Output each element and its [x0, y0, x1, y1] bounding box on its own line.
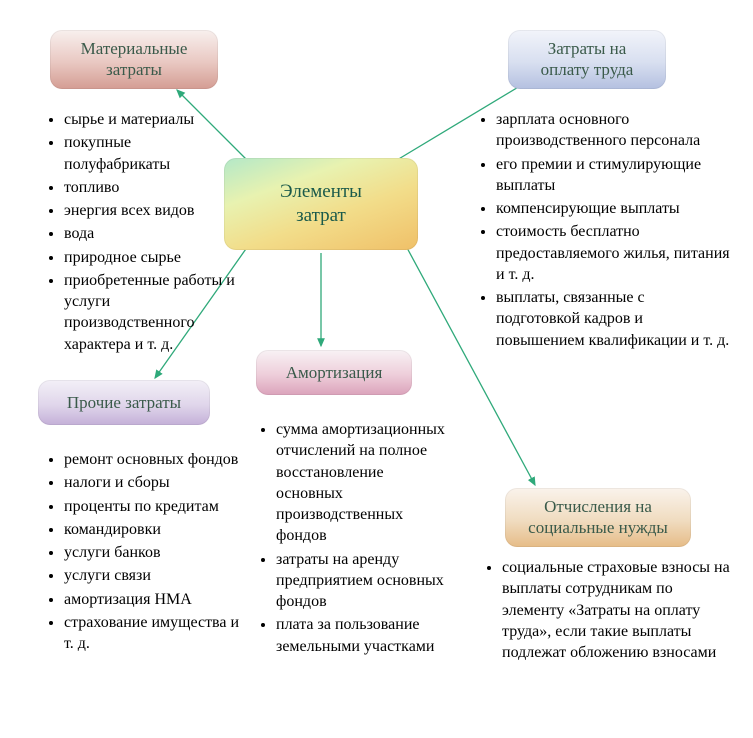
list-item: услуги банков — [64, 541, 250, 564]
list-item: энергия всех видов — [64, 199, 240, 222]
labor-list: зарплата основного производственного пер… — [462, 108, 730, 352]
list-item: амортизация НМА — [64, 588, 250, 611]
list-item: налоги и сборы — [64, 471, 250, 494]
material-list: сырье и материалы покупные полуфабрикаты… — [30, 108, 240, 356]
center-box: Элементы затрат — [224, 158, 418, 250]
center-line2: затрат — [296, 205, 346, 226]
amort-list: сумма амортизационных отчислений на полн… — [242, 418, 454, 658]
center-line1: Элементы — [280, 181, 362, 202]
list-item: зарплата основного производственного пер… — [496, 108, 730, 153]
list-item: выплаты, связанные с подготовкой кадров … — [496, 286, 730, 352]
labor-title-l2: оплату труда — [541, 60, 634, 79]
list-item: проценты по кредитам — [64, 495, 250, 518]
list-item: сумма амортизационных отчислений на полн… — [276, 418, 454, 548]
social-title-l2: социальные нужды — [528, 518, 668, 537]
list-item: социальные страховые взносы на выплаты с… — [502, 556, 730, 664]
other-title: Прочие затраты — [67, 393, 181, 412]
amort-box: Амортизация — [256, 350, 412, 395]
social-box: Отчисления на социальные нужды — [505, 488, 691, 547]
list-item: приобретенные работы и услуги производст… — [64, 269, 240, 356]
list-item: услуги связи — [64, 564, 250, 587]
material-title-l1: Материальные — [81, 39, 188, 58]
list-item: страхование имущества и т. д. — [64, 611, 250, 656]
list-item: затраты на аренду предприятием основных … — [276, 548, 454, 614]
social-list: социальные страховые взносы на выплаты с… — [468, 556, 730, 664]
list-item: плата за пользование земельными участкам… — [276, 613, 454, 658]
list-item: природное сырье — [64, 246, 240, 269]
amort-title: Амортизация — [286, 363, 383, 382]
labor-box: Затраты на оплату труда — [508, 30, 666, 89]
list-item: топливо — [64, 176, 240, 199]
list-item: покупные полуфабрикаты — [64, 131, 240, 176]
list-item: командировки — [64, 518, 250, 541]
list-item: его премии и стимулирующие выплаты — [496, 153, 730, 198]
other-box: Прочие затраты — [38, 380, 210, 425]
labor-title-l1: Затраты на — [548, 39, 627, 58]
list-item: ремонт основных фондов — [64, 448, 250, 471]
other-list: ремонт основных фондов налоги и сборы пр… — [30, 448, 250, 655]
social-title-l1: Отчисления на — [544, 497, 652, 516]
list-item: вода — [64, 222, 240, 245]
list-item: компенсирующие выплаты — [496, 197, 730, 220]
material-title-l2: затраты — [106, 60, 162, 79]
material-box: Материальные затраты — [50, 30, 218, 89]
list-item: стоимость бесплатно предоставляемого жил… — [496, 220, 730, 286]
list-item: сырье и материалы — [64, 108, 240, 131]
